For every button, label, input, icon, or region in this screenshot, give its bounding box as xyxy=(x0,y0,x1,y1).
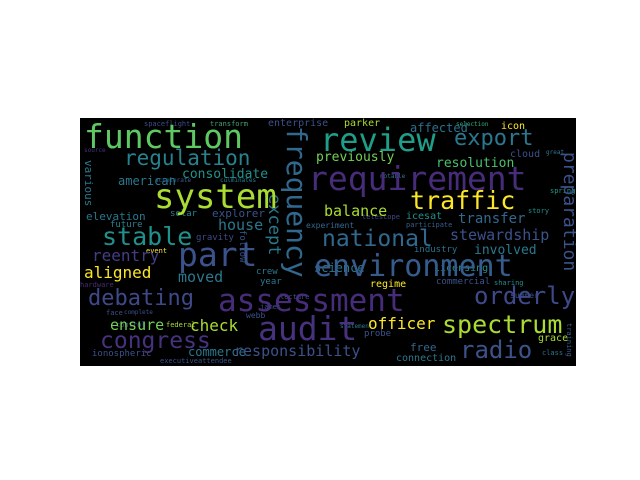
word: attendee xyxy=(198,357,232,365)
word: notable xyxy=(380,173,406,180)
word: grace xyxy=(538,333,569,344)
word: training xyxy=(565,323,573,357)
word: reentry xyxy=(92,246,160,265)
word: accelerate xyxy=(155,177,192,184)
word: event xyxy=(146,247,168,255)
word: enterprise xyxy=(268,118,329,129)
word: consolidate xyxy=(182,167,269,182)
word: function xyxy=(84,118,243,156)
word: regulation xyxy=(124,146,251,170)
word: connection xyxy=(396,353,457,364)
word: crew xyxy=(256,267,278,277)
word: moved xyxy=(178,268,224,286)
word: balance xyxy=(324,202,388,220)
word: ensure xyxy=(110,316,165,334)
word: elevation xyxy=(86,210,146,223)
word: export xyxy=(454,126,534,151)
word: culminates xyxy=(220,177,257,184)
word: experiment xyxy=(306,221,355,230)
word: executive xyxy=(160,357,198,365)
word: check xyxy=(190,316,239,335)
word: orderly xyxy=(474,282,576,310)
word: licensing xyxy=(434,263,489,274)
word: spectrum xyxy=(442,310,563,339)
word: complete xyxy=(124,309,153,316)
word: icon xyxy=(501,121,526,132)
word: spaceflight xyxy=(144,120,191,128)
word: great xyxy=(546,149,565,156)
word: parker xyxy=(344,118,381,129)
word: commercial xyxy=(436,277,491,287)
word: review xyxy=(320,121,436,159)
word: control xyxy=(116,321,146,329)
word: audit xyxy=(258,309,358,348)
word: involved xyxy=(474,243,537,258)
word: national xyxy=(322,226,433,252)
word: summer xyxy=(510,291,539,300)
word: cloud xyxy=(510,149,541,160)
word: part xyxy=(178,235,258,274)
word: environment xyxy=(314,249,513,284)
word: federal xyxy=(166,321,196,329)
word: future xyxy=(110,220,143,230)
word: stewardship xyxy=(450,226,550,244)
word: webb xyxy=(246,311,266,320)
word: telescope xyxy=(362,213,400,221)
word: traffic xyxy=(410,186,516,215)
word: participate xyxy=(406,221,453,229)
word: affected xyxy=(410,121,468,135)
word: solar xyxy=(170,209,198,219)
word: previously xyxy=(316,150,395,165)
word: transfer xyxy=(458,211,526,227)
word: american xyxy=(118,174,176,188)
word: officer xyxy=(368,314,436,333)
word: science xyxy=(314,261,365,275)
word: face xyxy=(106,309,123,317)
word: industry xyxy=(414,245,458,255)
word: ionospheric xyxy=(92,349,152,359)
word: resolution xyxy=(436,156,515,171)
word: frequency xyxy=(280,126,313,278)
word: aligned xyxy=(84,263,152,282)
word: various xyxy=(82,160,95,207)
word: hardware xyxy=(80,281,114,289)
word: requirement xyxy=(308,159,527,198)
word: probe xyxy=(364,329,392,339)
word: statement xyxy=(340,323,373,330)
word: radio xyxy=(460,336,533,364)
word: year xyxy=(260,277,282,287)
word: source xyxy=(84,147,106,154)
word: commerce xyxy=(188,345,246,359)
word: sharing xyxy=(494,279,524,287)
word: transform xyxy=(210,120,248,128)
word: class xyxy=(542,349,564,357)
word: preparation xyxy=(559,152,576,272)
word: system xyxy=(154,177,277,217)
word: congress xyxy=(100,328,211,354)
word: lecture xyxy=(280,293,310,301)
word: spring xyxy=(550,187,576,195)
word: explorer xyxy=(212,207,265,220)
word: selection xyxy=(456,121,489,128)
word-cloud: spaceflight transform enterprise parker … xyxy=(80,118,576,366)
word: gravity xyxy=(196,233,234,243)
word: debating xyxy=(88,286,194,311)
word: regime xyxy=(370,279,407,290)
word: responsibility xyxy=(234,342,361,360)
word: free xyxy=(410,341,437,354)
word: stable xyxy=(102,222,193,251)
word: story xyxy=(528,207,550,215)
word: assessment xyxy=(218,283,405,319)
word: james xyxy=(260,303,282,311)
word: icesat xyxy=(406,211,443,222)
word: house xyxy=(218,216,264,234)
